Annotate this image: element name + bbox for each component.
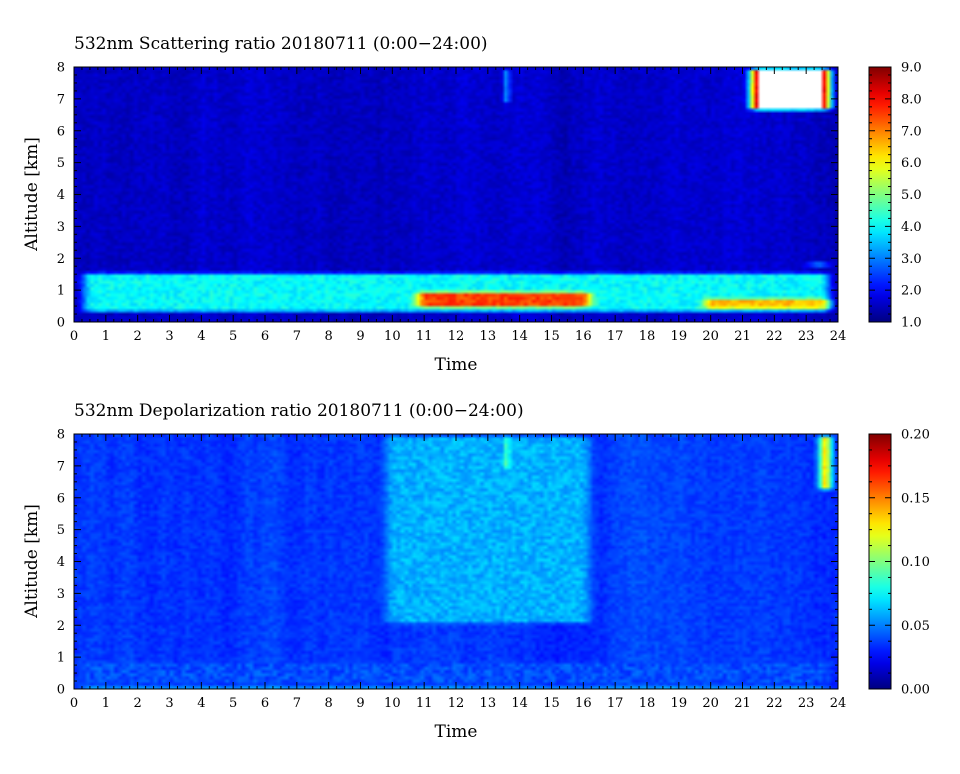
x-tick-label: 4 xyxy=(197,696,205,711)
x-tick-label: 18 xyxy=(639,329,656,344)
colorbar-tick-label: 5.0 xyxy=(901,188,922,203)
y-tick-label: 7 xyxy=(57,459,65,474)
x-tick-label: 24 xyxy=(830,329,847,344)
x-tick-label: 14 xyxy=(511,696,528,711)
x-tick-label: 8 xyxy=(325,696,333,711)
x-tick-label: 22 xyxy=(766,696,783,711)
x-tick-label: 17 xyxy=(607,329,624,344)
x-tick-label: 20 xyxy=(702,696,719,711)
y-tick-label: 2 xyxy=(57,252,65,267)
y-tick-label: 5 xyxy=(57,156,65,171)
y-tick-label: 4 xyxy=(57,555,65,570)
colorbar-tick-label: 7.0 xyxy=(901,124,922,139)
colorbar-tick-label: 6.0 xyxy=(901,156,922,171)
colorbar-tick-label: 0.05 xyxy=(901,619,930,634)
x-tick-label: 7 xyxy=(293,696,301,711)
x-tick-label: 11 xyxy=(416,329,433,344)
x-tick-label: 6 xyxy=(261,696,269,711)
x-tick-label: 24 xyxy=(830,696,847,711)
y-axis-label: Altitude [km] xyxy=(22,137,42,252)
x-tick-label: 13 xyxy=(480,696,497,711)
colorbar-tick-label: 0.20 xyxy=(901,428,930,443)
colorbar-tick-label: 3.0 xyxy=(901,252,922,267)
x-tick-label: 10 xyxy=(384,696,401,711)
y-tick-label: 7 xyxy=(57,92,65,107)
y-tick-label: 5 xyxy=(57,523,65,538)
x-tick-label: 1 xyxy=(102,696,110,711)
heatmap-field xyxy=(74,67,838,322)
x-tick-label: 15 xyxy=(543,329,560,344)
colorbar-tick-label: 9.0 xyxy=(901,61,922,76)
y-tick-label: 6 xyxy=(57,124,65,139)
y-tick-label: 2 xyxy=(57,619,65,634)
colorbar-tick-label: 0.10 xyxy=(901,555,930,570)
x-tick-label: 6 xyxy=(261,329,269,344)
x-tick-label: 14 xyxy=(511,329,528,344)
x-tick-label: 0 xyxy=(70,696,78,711)
x-axis-label: Time xyxy=(435,355,478,375)
x-tick-label: 2 xyxy=(134,329,142,344)
x-tick-label: 12 xyxy=(448,329,465,344)
colorbar-tick-label: 0.15 xyxy=(901,491,930,506)
x-tick-label: 11 xyxy=(416,696,433,711)
y-tick-label: 4 xyxy=(57,188,65,203)
y-tick-label: 1 xyxy=(57,284,65,299)
x-tick-label: 2 xyxy=(134,696,142,711)
x-tick-label: 9 xyxy=(356,696,364,711)
x-tick-label: 12 xyxy=(448,696,465,711)
x-tick-label: 5 xyxy=(229,329,237,344)
x-tick-label: 8 xyxy=(325,329,333,344)
y-tick-label: 8 xyxy=(57,61,65,76)
x-tick-label: 21 xyxy=(734,329,751,344)
x-tick-label: 16 xyxy=(575,329,592,344)
y-tick-label: 1 xyxy=(57,651,65,666)
x-tick-label: 19 xyxy=(671,696,688,711)
x-tick-label: 4 xyxy=(197,329,205,344)
colorbar-tick-label: 2.0 xyxy=(901,284,922,299)
x-tick-label: 16 xyxy=(575,696,592,711)
x-tick-label: 9 xyxy=(356,329,364,344)
x-tick-label: 1 xyxy=(102,329,110,344)
x-tick-label: 23 xyxy=(798,696,815,711)
colorbar-tick-label: 1.0 xyxy=(901,316,922,331)
x-tick-label: 0 xyxy=(70,329,78,344)
y-tick-label: 3 xyxy=(57,587,65,602)
x-axis-label: Time xyxy=(435,722,478,742)
y-axis-label: Altitude [km] xyxy=(22,504,42,619)
chart-title: 532nm Scattering ratio 20180711 (0:00−24… xyxy=(74,34,488,54)
colorbar-tick-label: 4.0 xyxy=(901,220,922,235)
x-tick-label: 7 xyxy=(293,329,301,344)
y-tick-label: 8 xyxy=(57,428,65,443)
x-tick-label: 13 xyxy=(480,329,497,344)
x-tick-label: 21 xyxy=(734,696,751,711)
x-tick-label: 22 xyxy=(766,329,783,344)
x-tick-label: 5 xyxy=(229,696,237,711)
colorbar-tick-label: 8.0 xyxy=(901,92,922,107)
x-tick-label: 17 xyxy=(607,696,624,711)
y-tick-label: 6 xyxy=(57,491,65,506)
y-tick-label: 0 xyxy=(57,683,65,698)
x-tick-label: 3 xyxy=(165,329,173,344)
y-tick-label: 3 xyxy=(57,220,65,235)
x-tick-label: 23 xyxy=(798,329,815,344)
chart-title: 532nm Depolarization ratio 20180711 (0:0… xyxy=(74,401,524,421)
x-tick-label: 10 xyxy=(384,329,401,344)
x-tick-label: 15 xyxy=(543,696,560,711)
heatmap-field xyxy=(74,434,838,689)
x-tick-label: 19 xyxy=(671,329,688,344)
x-tick-label: 18 xyxy=(639,696,656,711)
colorbar-tick-label: 0.00 xyxy=(901,683,930,698)
x-tick-label: 3 xyxy=(165,696,173,711)
y-tick-label: 0 xyxy=(57,316,65,331)
x-tick-label: 20 xyxy=(702,329,719,344)
